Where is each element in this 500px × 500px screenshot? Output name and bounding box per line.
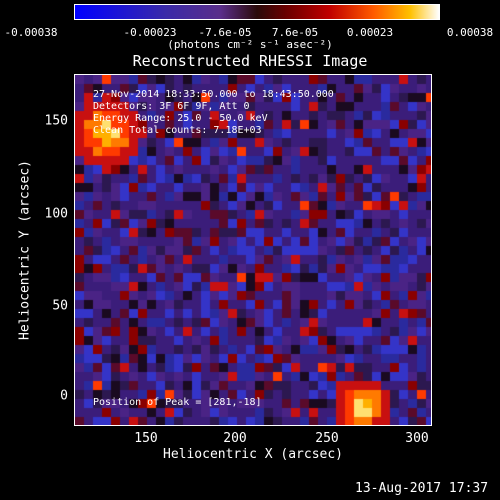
x-tick-label: 300: [405, 431, 429, 446]
colorbar-tick: -0.00038: [4, 26, 58, 39]
x-tick-label: 150: [134, 431, 158, 446]
colorbar-tick: 0.00038: [446, 26, 494, 39]
annotation-clean-counts: Clean Total counts: 7.18E+03: [93, 125, 262, 136]
colorbar-tick: 0.00023: [346, 26, 394, 39]
annotation-energy-range: Energy Range: 25.0 - 50.0 keV: [93, 113, 268, 124]
y-tick-label: 50: [52, 298, 68, 314]
colorbar-tick: -0.00023: [123, 26, 177, 39]
colorbar-tick: -7.6e-05: [198, 26, 252, 39]
image-plot-area: 27-Nov-2014 18:33:50.000 to 18:43:50.000…: [74, 74, 432, 426]
annotation-time-range: 27-Nov-2014 18:33:50.000 to 18:43:50.000: [93, 89, 334, 100]
annotation-detectors: Detectors: 3F 6F 9F, Att 0: [93, 101, 250, 112]
y-tick-label: 0: [60, 388, 68, 404]
x-tick-label: 200: [223, 431, 247, 446]
x-axis-label: Heliocentric X (arcsec): [162, 447, 344, 462]
timestamp-footer: 13-Aug-2017 17:37: [355, 481, 489, 496]
plot-title: Reconstructed RHESSI Image: [132, 52, 368, 70]
heatmap-image: [75, 75, 431, 425]
annotation-peak-position: Position of Peak = [281,-18]: [93, 397, 262, 408]
y-axis-label: Heliocentric Y (arcsec): [17, 159, 33, 341]
x-tick-label: 250: [315, 431, 339, 446]
y-tick-label: 150: [44, 113, 68, 129]
colorbar-unit-label: (photons cm⁻² s⁻¹ asec⁻²): [167, 38, 333, 51]
colorbar-tick: 7.6e-05: [271, 26, 319, 39]
y-tick-label: 100: [44, 206, 68, 222]
colorbar: [74, 4, 440, 20]
